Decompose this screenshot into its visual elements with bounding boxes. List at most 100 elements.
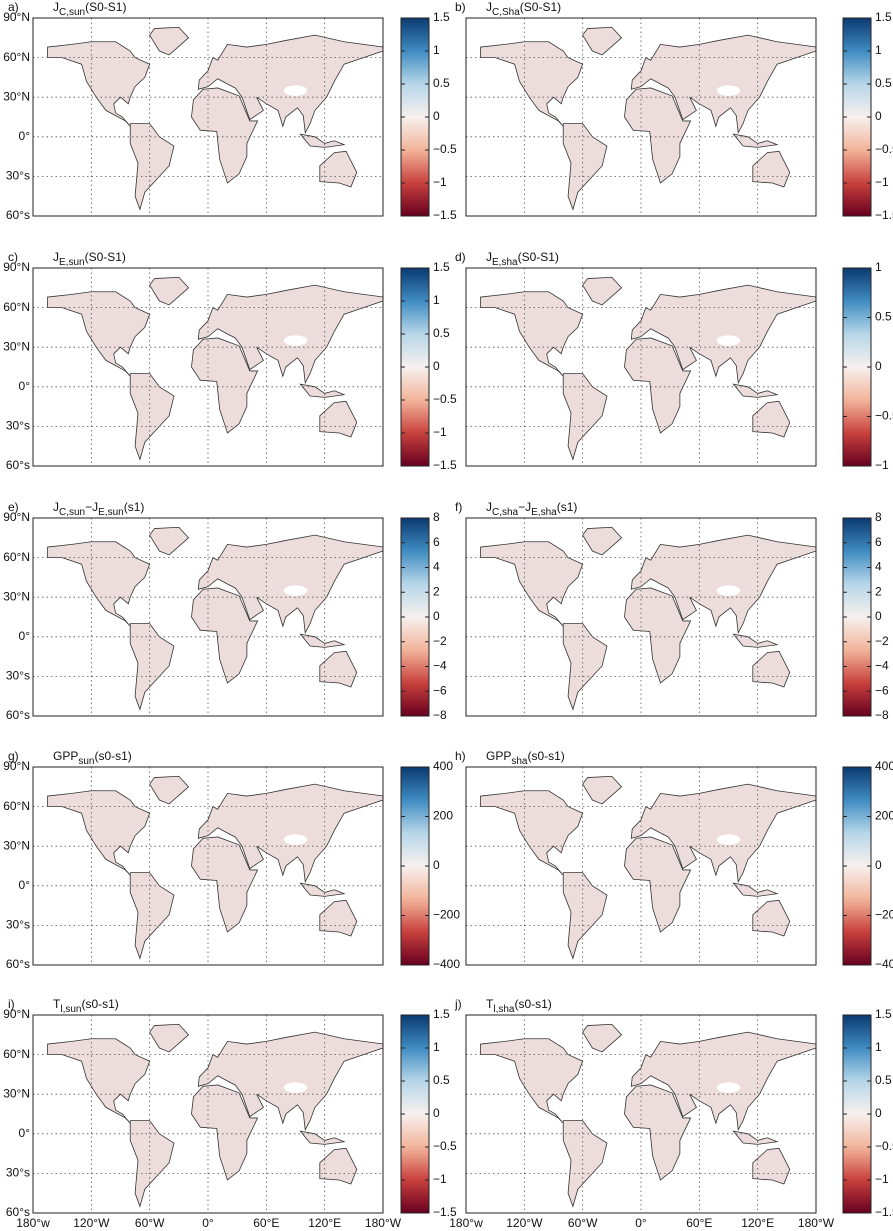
colorbar-tick-label: −1 (875, 458, 889, 472)
lat-label: 30°N (3, 339, 30, 353)
title-part: J (53, 250, 59, 264)
lat-label: 60°s (6, 208, 30, 222)
colorbar-tick-label: 4 (875, 560, 882, 574)
lat-label: 0° (19, 629, 31, 643)
colorbar-tick-label: 0.5 (875, 1073, 892, 1087)
panel-title: JC,Sha(S0-S1) (486, 0, 561, 17)
title-part: J (53, 0, 59, 14)
colorbar (400, 267, 430, 467)
title-part: T (486, 997, 494, 1011)
panel: f) JC,sha−JE,sha(s1) −8 −6 −4 −2 0 2 4 6 8 (455, 500, 889, 722)
colorbar-tick-label: 200 (433, 809, 453, 823)
title-part: (S0-S1) (520, 0, 561, 14)
map (46, 1023, 383, 1208)
colorbar-tick-label: 0.5 (433, 76, 450, 90)
map (479, 276, 816, 461)
colorbar-tick-label: −1.5 (433, 208, 457, 222)
lat-label: 60°N (3, 799, 30, 813)
lon-label: 180°w (16, 1216, 50, 1230)
lon-label: 60°E (686, 1216, 712, 1230)
title-part: (s0-s1) (527, 749, 564, 763)
title-part: J (486, 0, 492, 14)
title-part: −J (518, 500, 531, 514)
map-frame (465, 517, 817, 717)
title-part: J (53, 500, 59, 514)
land (479, 775, 816, 960)
panel-title: GPPsha(s0-s1) (486, 749, 565, 766)
lon-label: 120°E (741, 1216, 774, 1230)
lat-label: 0° (19, 1126, 31, 1140)
lat-label: 30°s (6, 669, 30, 683)
lat-label: 90°N (3, 10, 30, 24)
colorbar-tick-label: 6 (433, 535, 440, 549)
colorbar-tick-label: 0 (433, 109, 440, 123)
panel-label: f) (455, 500, 462, 514)
colorbar-tick-label: −1.5 (433, 1205, 457, 1219)
title-part: C,sun (59, 507, 85, 518)
colorbar-tick-label: 2 (433, 584, 440, 598)
title-part: C,sun (59, 7, 85, 18)
map (479, 1023, 816, 1208)
lat-label: 30°s (6, 169, 30, 183)
colorbar-tick-label: −8 (433, 708, 447, 722)
lat-label: 60°N (3, 1047, 30, 1061)
title-part: J (486, 500, 492, 514)
lat-label: 60°s (6, 1205, 30, 1219)
colorbar-tick-label: 200 (875, 809, 893, 823)
map (46, 526, 383, 711)
land (479, 526, 816, 711)
lat-label: 60°N (3, 550, 30, 564)
title-part: (s0-s1) (81, 997, 118, 1011)
land (479, 276, 816, 461)
lon-label: 180°w (449, 1216, 483, 1230)
lon-label: 60°E (253, 1216, 279, 1230)
colorbar-tick-label: −2 (875, 634, 889, 648)
title-part: (s0-s1) (514, 997, 551, 1011)
panel-label: e) (8, 500, 19, 514)
colorbar-tick-label: 4 (433, 560, 440, 574)
map-frame (32, 17, 384, 217)
colorbar-tick-label: −200 (433, 908, 460, 922)
panel-title: Tl,sha(s0-s1) (486, 997, 552, 1014)
lon-label: 0° (202, 1216, 214, 1230)
colorbar-tick-label: −0.5 (875, 142, 893, 156)
colorbar-tick-label: 8 (875, 510, 882, 524)
panel-label: g) (8, 749, 19, 763)
panel: d) JE,sha(S0-S1) −1 −0.5 0 0.5 1 (455, 250, 893, 472)
title-part: l,sun (60, 1004, 81, 1015)
panel-label: j) (454, 997, 462, 1011)
lat-label: 90°N (3, 1007, 30, 1021)
colorbar-tick-label: 1 (875, 260, 882, 274)
lon-label: 0° (635, 1216, 647, 1230)
colorbar-tick-label: −4 (875, 659, 889, 673)
map-frame (465, 17, 817, 217)
panel-label: d) (455, 250, 466, 264)
colorbar (842, 17, 872, 217)
panel: h) GPPsha(s0-s1) −400 −200 0 200 400 (455, 749, 893, 971)
map-frame (32, 766, 384, 966)
colorbar-tick-label: 8 (433, 510, 440, 524)
colorbar-tick-label: −2 (433, 634, 447, 648)
title-part: GPP (486, 749, 511, 763)
panel: b) JC,Sha(S0-S1) −1.5 −1 −0.5 0 0.5 1 1.5 (455, 0, 893, 222)
map (479, 26, 816, 211)
lat-label: 0° (19, 379, 31, 393)
colorbar-tick-label: −1.5 (875, 1205, 893, 1219)
colorbar-tick-label: 0 (875, 1106, 882, 1120)
panel-title: JE,sun(S0-S1) (53, 250, 126, 267)
map-frame (32, 517, 384, 717)
land (46, 26, 383, 211)
lon-label: 60°W (135, 1216, 165, 1230)
panel-title: JC,sun(S0-S1) (53, 0, 126, 17)
colorbar-tick-label: 1 (433, 293, 440, 307)
lon-label: 60°W (568, 1216, 598, 1230)
map-frame (465, 1014, 817, 1214)
colorbar-tick-label: 1 (875, 43, 882, 57)
colorbar-tick-label: 1.5 (875, 1007, 892, 1021)
colorbar-tick-label: 1 (433, 43, 440, 57)
lat-label: 30°s (6, 419, 30, 433)
map (479, 526, 816, 711)
lon-label: 180°W (365, 1216, 402, 1230)
panel-title: GPPsun(s0-s1) (53, 749, 132, 766)
colorbar-tick-label: −1 (875, 1172, 889, 1186)
